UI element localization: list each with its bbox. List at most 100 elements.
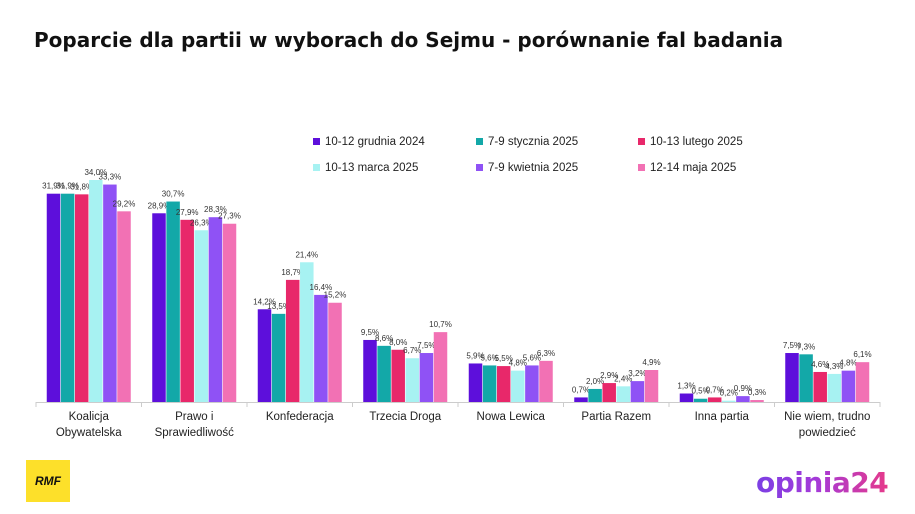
opinia24-logo: opinia24 <box>756 466 889 499</box>
data-label: 4,9% <box>642 358 660 367</box>
data-label: 6,7% <box>403 346 421 355</box>
data-label: 4,8% <box>839 359 857 368</box>
x-tick-label: Nowa Lewica <box>477 411 546 423</box>
data-label: 15,2% <box>324 291 347 300</box>
x-tick-label: Prawo i <box>175 411 213 423</box>
data-label: 4,8% <box>509 359 527 368</box>
bar <box>539 360 553 402</box>
x-tick-label: Nie wiem, trudno <box>784 411 870 423</box>
bar <box>588 388 602 402</box>
legend-label: 7-9 kwietnia 2025 <box>488 162 578 174</box>
data-label: 34,0% <box>84 168 107 177</box>
bar <box>785 353 799 402</box>
bar <box>314 294 328 402</box>
data-label: 5,9% <box>466 351 484 360</box>
bar <box>405 358 420 402</box>
data-label: 3,2% <box>628 369 646 378</box>
legend-label: 10-12 grudnia 2024 <box>325 136 425 148</box>
legend-swatch <box>476 164 483 171</box>
data-label: 7,5% <box>783 341 801 350</box>
bar <box>433 332 448 402</box>
bar <box>616 386 631 402</box>
bar <box>799 354 813 402</box>
bar <box>750 400 764 402</box>
data-label: 4,6% <box>811 360 829 369</box>
data-label: 2,4% <box>614 374 632 383</box>
legend-swatch <box>638 164 645 171</box>
data-label: 1,3% <box>677 382 695 391</box>
data-label: 33,3% <box>99 173 122 182</box>
legend-swatch <box>638 138 645 145</box>
data-label: 16,4% <box>310 283 333 292</box>
bar <box>391 349 405 402</box>
data-label: 27,9% <box>176 208 199 217</box>
bar <box>285 279 300 402</box>
bar <box>271 313 286 402</box>
data-label: 0,7% <box>572 385 590 394</box>
bar <box>419 353 434 402</box>
data-label: 0,2% <box>720 389 738 398</box>
bar <box>482 365 497 402</box>
data-label: 14,2% <box>253 297 276 306</box>
bar <box>222 223 237 402</box>
data-label: 2,9% <box>600 371 618 380</box>
data-label: 0,7% <box>706 385 724 394</box>
data-label: 7,5% <box>417 341 435 350</box>
bar <box>813 371 827 402</box>
bar <box>693 398 708 402</box>
data-label: 0,9% <box>734 384 752 393</box>
data-label: 8,6% <box>375 334 393 343</box>
data-label: 18,7% <box>281 268 304 277</box>
bar <box>328 302 342 402</box>
bar <box>377 345 391 402</box>
bar <box>60 193 75 402</box>
legend-swatch <box>476 138 483 145</box>
data-label: 10,7% <box>429 320 452 329</box>
data-label: 5,6% <box>480 353 498 362</box>
bar <box>89 179 103 402</box>
chart-title: Poparcie dla partii w wyborach do Sejmu … <box>34 28 784 52</box>
data-label: 5,5% <box>495 354 513 363</box>
x-tick-label: Koalicja <box>69 411 110 423</box>
rmf-logo: RMF <box>26 460 70 502</box>
data-label: 21,4% <box>295 250 318 259</box>
bar <box>194 230 209 402</box>
data-label: 13,5% <box>267 302 290 311</box>
bar <box>644 370 659 402</box>
data-label: 6,3% <box>537 349 555 358</box>
data-label: 26,3% <box>190 218 213 227</box>
x-tick-label: Partia Razem <box>581 411 651 423</box>
data-label: 30,7% <box>162 190 185 199</box>
data-label: 0,3% <box>748 388 766 397</box>
bar <box>511 370 525 402</box>
legend-label: 10-13 marca 2025 <box>325 162 418 174</box>
data-label: 27,3% <box>218 212 241 221</box>
legend-label: 10-13 lutego 2025 <box>650 136 743 148</box>
data-label: 7,3% <box>797 342 815 351</box>
bar <box>574 397 588 402</box>
x-tick-label: Sprawiedliwość <box>155 427 235 439</box>
bar <box>117 211 131 402</box>
legend-label: 12-14 maja 2025 <box>650 162 736 174</box>
x-tick-label: Inna partia <box>695 411 750 423</box>
data-label: 31,9% <box>42 182 65 191</box>
data-label: 8,0% <box>389 338 407 347</box>
x-tick-label: Obywatelska <box>56 427 122 439</box>
bar <box>257 309 272 402</box>
bar <box>496 366 511 402</box>
data-label: 2,0% <box>586 377 604 386</box>
data-label: 29,2% <box>113 199 136 208</box>
bar <box>74 194 89 402</box>
bar <box>630 381 645 402</box>
data-label: 0,5% <box>691 387 709 396</box>
bar <box>300 262 314 402</box>
legend-swatch <box>313 138 320 145</box>
data-label: 5,6% <box>523 353 541 362</box>
data-label: 28,9% <box>148 201 171 210</box>
x-tick-label: Konfederacja <box>266 411 334 423</box>
bar <box>707 397 722 402</box>
x-tick-label: Trzecia Droga <box>369 411 441 423</box>
bar <box>103 184 117 402</box>
legend-swatch <box>313 164 320 171</box>
